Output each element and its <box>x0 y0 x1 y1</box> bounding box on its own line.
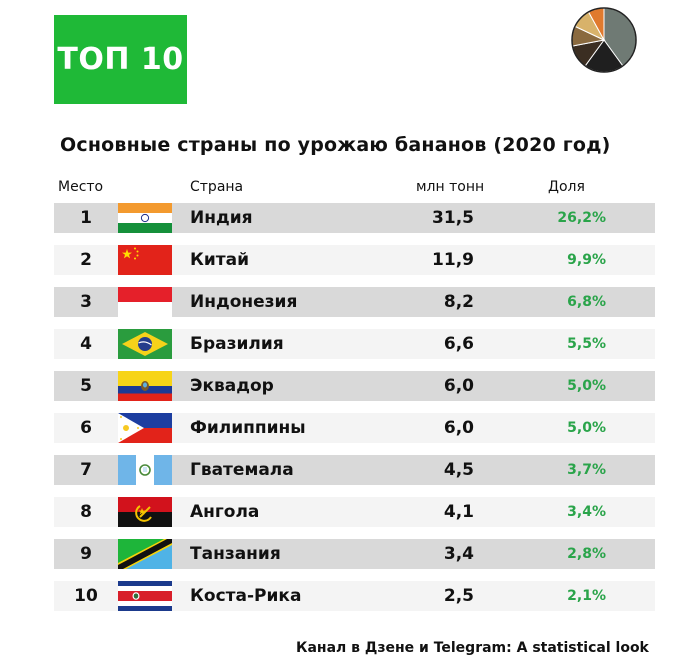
rank-cell: 3 <box>80 292 92 312</box>
country-cell: Эквадор <box>190 376 274 396</box>
country-cell: Бразилия <box>190 334 284 354</box>
rank-cell: 5 <box>80 376 92 396</box>
flag-china-icon <box>118 245 172 275</box>
share-cell: 2,8% <box>567 546 606 562</box>
table-row: 2 Китай 11,9 9,9% <box>54 245 655 275</box>
value-cell: 3,4 <box>443 544 474 564</box>
country-cell: Ангола <box>190 502 260 522</box>
country-cell: Танзания <box>190 544 281 564</box>
table-row: 6 Филиппины 6,0 5,0% <box>54 413 655 443</box>
header-value: млн тонн <box>416 179 485 195</box>
flag-tanzania-icon <box>118 539 172 569</box>
country-cell: Гватемала <box>190 460 294 480</box>
rank-cell: 9 <box>80 544 92 564</box>
share-cell: 5,5% <box>567 336 606 352</box>
rank-cell: 4 <box>80 334 92 354</box>
value-cell: 6,0 <box>443 418 474 438</box>
country-cell: Филиппины <box>190 418 306 438</box>
share-cell: 6,8% <box>567 294 606 310</box>
ranking-table: 1 Индия 31,5 26,2% 2 Китай 11,9 9,9% 3 Индонезия… <box>54 203 655 623</box>
table-row: 5 Эквадор 6,0 5,0% <box>54 371 655 401</box>
value-cell: 4,5 <box>443 460 474 480</box>
flag-angola-icon <box>118 497 172 527</box>
flag-indonesia-icon <box>118 287 172 317</box>
rank-cell: 1 <box>80 208 92 228</box>
rank-cell: 10 <box>74 586 98 606</box>
table-row: 4 Бразилия 6,6 5,5% <box>54 329 655 359</box>
share-cell: 2,1% <box>567 588 606 604</box>
flag-guatemala-icon <box>118 455 172 485</box>
header-share: Доля <box>548 179 585 195</box>
pie-logo-icon <box>571 7 637 73</box>
flag-ecuador-icon <box>118 371 172 401</box>
value-cell: 8,2 <box>443 292 474 312</box>
table-row: 3 Индонезия 8,2 6,8% <box>54 287 655 317</box>
share-cell: 3,4% <box>567 504 606 520</box>
rank-cell: 8 <box>80 502 92 522</box>
footer-credit: Канал в Дзене и Telegram: A statistical … <box>296 640 649 656</box>
value-cell: 6,6 <box>443 334 474 354</box>
share-cell: 5,0% <box>567 420 606 436</box>
table-row: 10 Коста-Рика 2,5 2,1% <box>54 581 655 611</box>
share-cell: 5,0% <box>567 378 606 394</box>
value-cell: 11,9 <box>432 250 474 270</box>
rank-cell: 6 <box>80 418 92 438</box>
rank-cell: 7 <box>80 460 92 480</box>
value-cell: 6,0 <box>443 376 474 396</box>
flag-india-icon <box>118 203 172 233</box>
country-cell: Китай <box>190 250 250 270</box>
table-row: 1 Индия 31,5 26,2% <box>54 203 655 233</box>
table-row: 9 Танзания 3,4 2,8% <box>54 539 655 569</box>
share-cell: 26,2% <box>557 210 606 226</box>
table-row: 8 Ангола 4,1 3,4% <box>54 497 655 527</box>
flag-philippines-icon <box>118 413 172 443</box>
share-cell: 3,7% <box>567 462 606 478</box>
share-cell: 9,9% <box>567 252 606 268</box>
header-rank: Место <box>58 179 104 195</box>
value-cell: 2,5 <box>443 586 474 606</box>
value-cell: 4,1 <box>443 502 474 522</box>
header-country: Страна <box>190 179 244 195</box>
rank-cell: 2 <box>80 250 92 270</box>
value-cell: 31,5 <box>432 208 474 228</box>
top-badge: ТОП 10 <box>54 15 187 104</box>
country-cell: Индонезия <box>190 292 298 312</box>
flag-brazil-icon <box>118 329 172 359</box>
country-cell: Индия <box>190 208 253 228</box>
country-cell: Коста-Рика <box>190 586 302 606</box>
flag-costa-rica-icon <box>118 581 172 611</box>
chart-title: Основные страны по урожаю бананов (2020 … <box>60 134 611 156</box>
table-row: 7 Гватемала 4,5 3,7% <box>54 455 655 485</box>
